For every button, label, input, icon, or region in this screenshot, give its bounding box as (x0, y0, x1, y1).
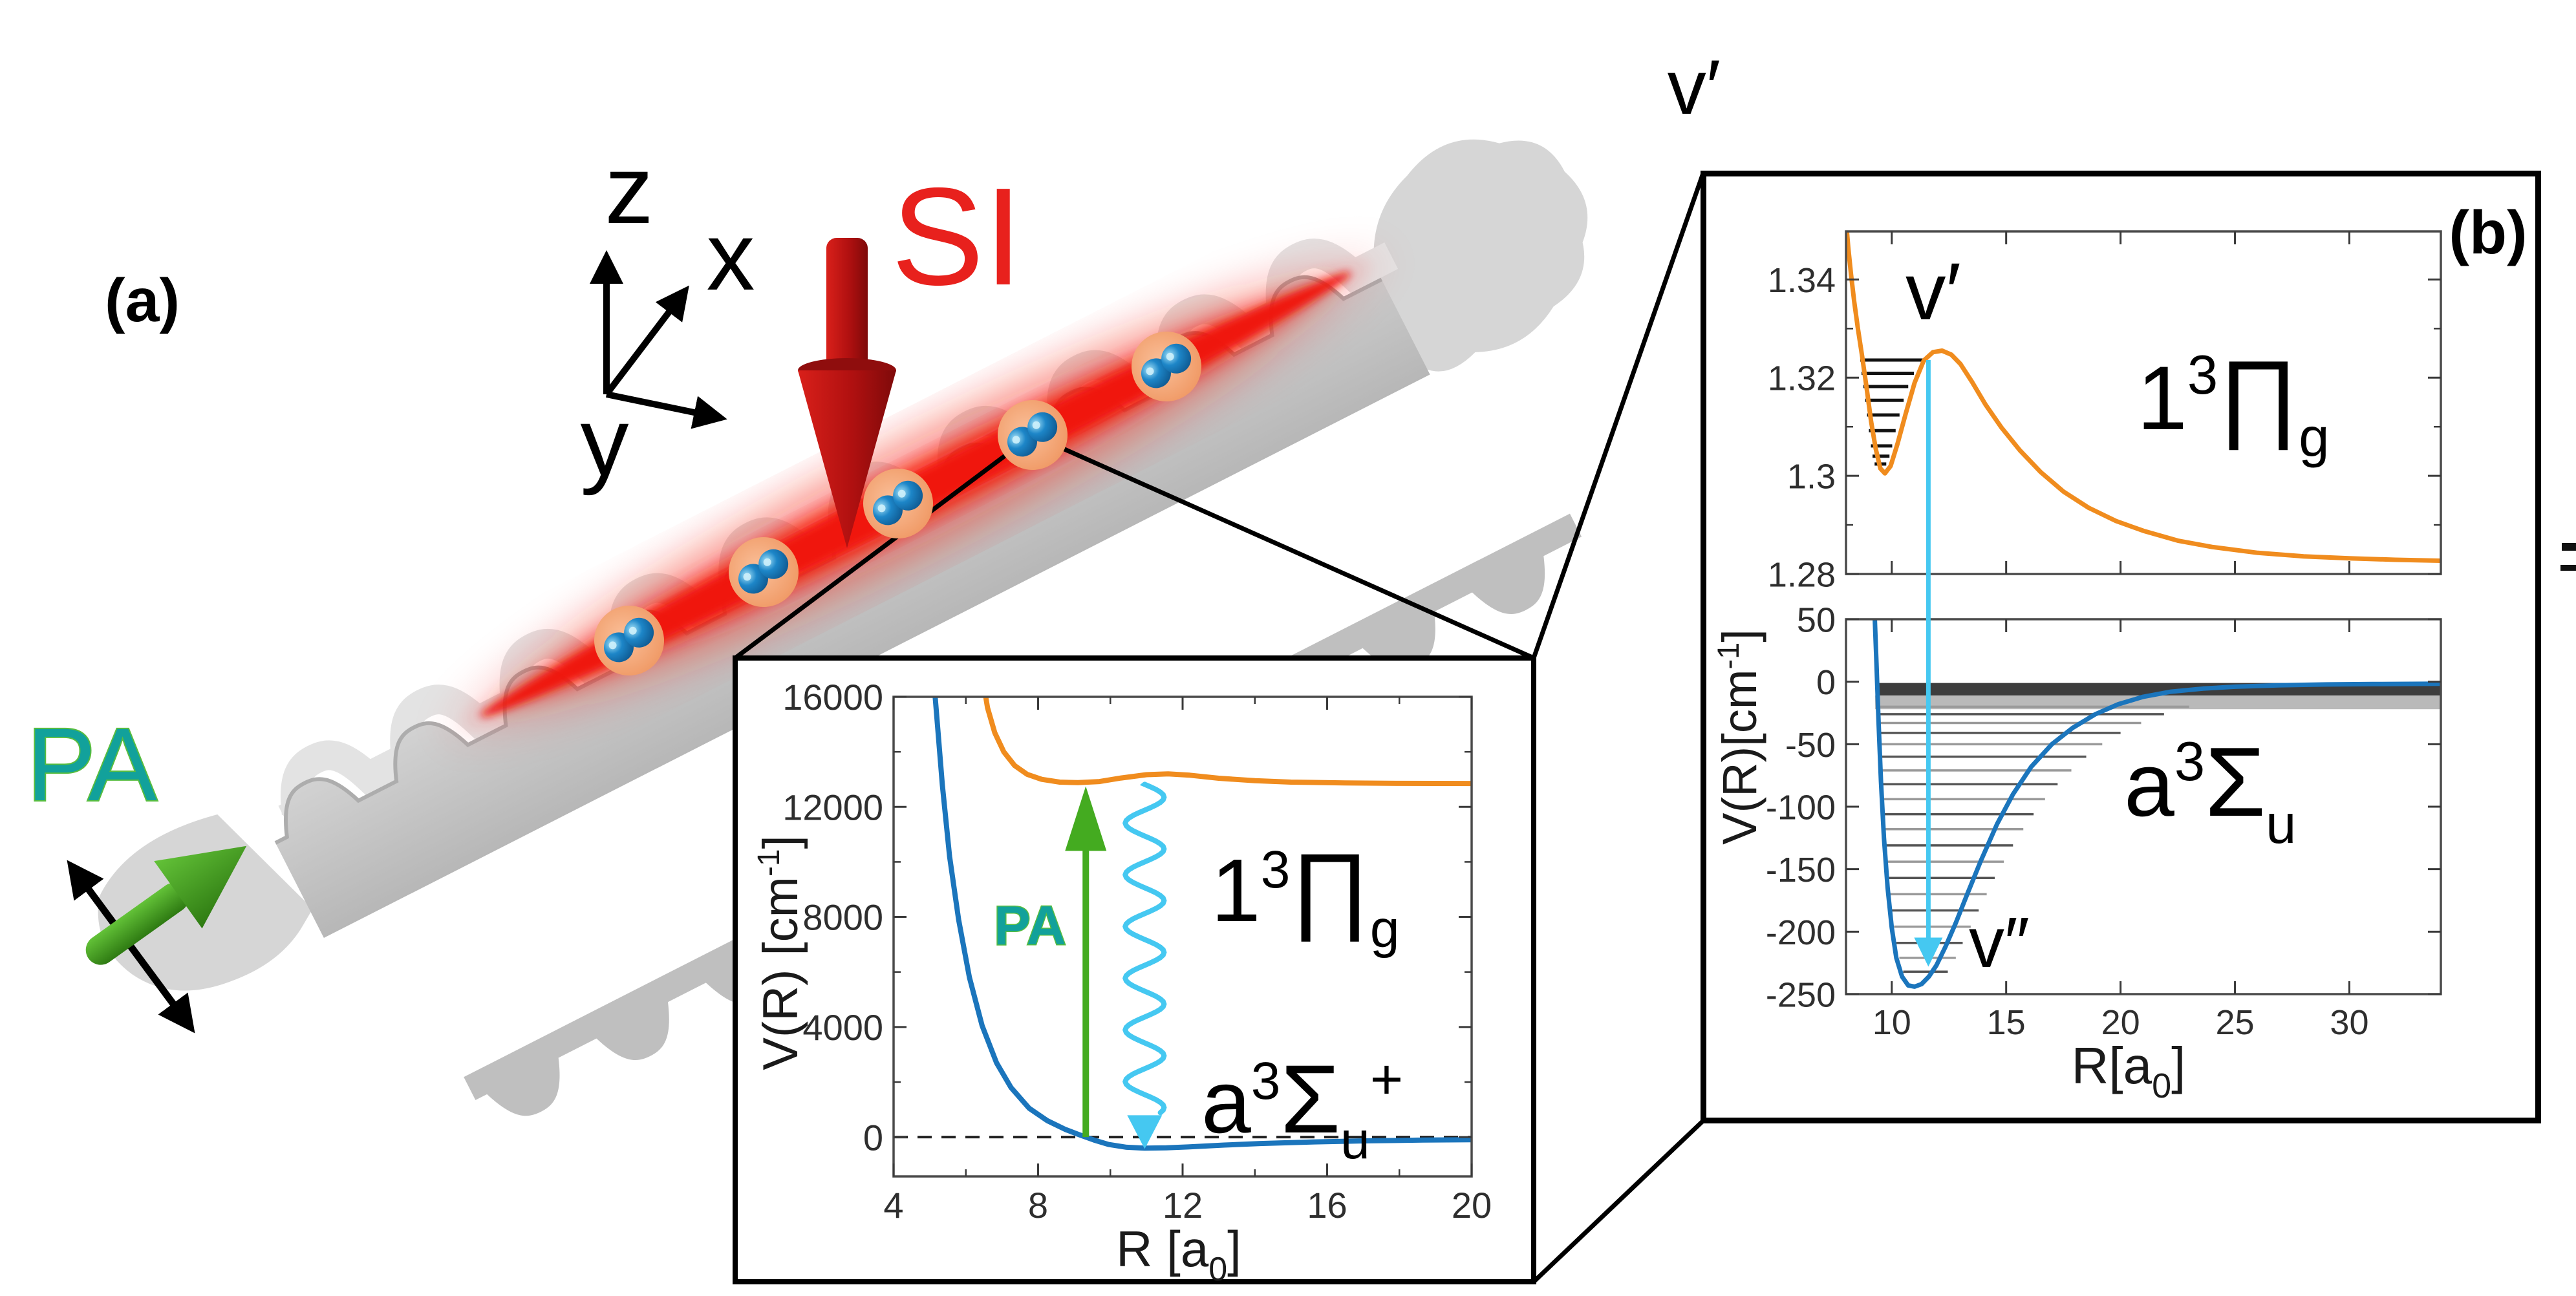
y-tick-label: -200 (1766, 913, 1836, 952)
y-tick-label: 1.34 (1768, 261, 1836, 300)
connector-pair-to-inset-left (733, 433, 1035, 660)
atom-highlight (608, 641, 617, 650)
potential-curve-1_3Pi_g (1846, 231, 2441, 563)
connector-inset-to-panelb-bottom (1532, 1119, 1705, 1284)
atom-pairs (594, 332, 1201, 675)
b-top-state-label: 13∏g (2137, 341, 2330, 469)
atom-pair (594, 606, 664, 675)
connector-pair-to-inset-right (1031, 432, 1535, 661)
inset-x-axis-title: R [a0] (1116, 1220, 1241, 1284)
y-axis-arrow-icon (605, 391, 727, 429)
atom-sphere (624, 617, 654, 648)
connector-inset-to-panelb-top (1531, 172, 1706, 659)
x-tick-label: 16 (1307, 1185, 1347, 1226)
inset-upper-state-label: 13∏g (1211, 833, 1399, 959)
x-tick-label: 30 (2330, 1003, 2368, 1042)
atom-highlight (897, 489, 906, 498)
atom-highlight (628, 626, 637, 635)
atom-highlight (1166, 352, 1174, 361)
y-tick-label: -100 (1766, 788, 1836, 827)
si-label: SI (891, 158, 1022, 314)
potential-curve-1_3Pi_g (983, 697, 1472, 787)
potential-curve-a3Sigma_u_plus (932, 697, 1472, 1151)
curves (1846, 231, 2441, 563)
atom-sphere (893, 480, 923, 511)
panel-b-box: 1.34 1.32 1.3 1.28 10 15 20 25 30 50 0 -50 -100 -150… (1701, 171, 2541, 1123)
y-tick-label: -250 (1766, 975, 1836, 1014)
y-tick-label: 8000 (802, 897, 883, 938)
pa-transition-arrowhead (1065, 786, 1107, 851)
atom-highlight (763, 558, 771, 566)
zoom-connector-lines (733, 172, 1706, 1284)
spontaneous-decay-arrowhead (1127, 1115, 1163, 1149)
spontaneous-decay-wavy-arrow (1122, 781, 1167, 1116)
atom-highlight (877, 504, 886, 513)
x-tick-label: 20 (2101, 1003, 2140, 1042)
y-tick-label: 1.28 (1768, 555, 1836, 594)
pa-polarization-arrow-icon (67, 845, 247, 1034)
atom-sphere (1161, 343, 1192, 374)
z-axis-label: z (605, 135, 654, 244)
inset-lower-state-label: a3Σu+ (1201, 1045, 1403, 1170)
plot-frame (1845, 230, 2442, 575)
y-tick-label: 0 (1816, 663, 1836, 702)
b-y-axis-title: V(R)[cm-1] (1711, 629, 1766, 845)
si-arrow-icon (798, 238, 896, 548)
decay-transition-arrowhead (1914, 937, 1943, 967)
y-tick-label: 4000 (802, 1007, 883, 1048)
b-x-axis-title: R[a0] (2072, 1037, 2186, 1105)
y-axis-label: y (581, 387, 629, 496)
x-tick-label: 20 (1452, 1185, 1492, 1226)
panel-a-label: (a) (105, 266, 180, 335)
y-tick-label: 50 (1797, 600, 1836, 639)
coordinate-axes (590, 250, 727, 429)
curves (932, 697, 1472, 1151)
atom-pair (998, 400, 1068, 470)
inset-y-axis-title: V(R) [cm-1] (752, 835, 808, 1070)
y-tick-label: 1.3 (1787, 458, 1836, 496)
b-bottom-state-label: a3Σu (2124, 727, 2296, 855)
x-axis-label: x (707, 202, 755, 310)
x-tick-label: 10 (1873, 1003, 1911, 1042)
y-tick-label: -50 (1785, 726, 1836, 765)
y-tick-label: -150 (1766, 851, 1836, 889)
atom-sphere (1027, 412, 1058, 442)
b-bottom-v-doubleprime-label: v″ (1969, 903, 2030, 983)
v-prime-outer-label: v′ (1668, 44, 1721, 131)
potential-curve-a3Sigma_u (1873, 619, 2441, 989)
atom-highlight (1032, 421, 1040, 429)
inset-pa-arrow-label: PA (994, 895, 1066, 957)
waveguide-right-end (1373, 139, 1588, 372)
atom-highlight (1146, 367, 1154, 376)
x-tick-label: 8 (1028, 1185, 1048, 1226)
atom-highlight (743, 573, 751, 581)
atom-pair (1132, 332, 1201, 401)
atom-sphere (758, 549, 789, 579)
y-tick-label: 0 (863, 1117, 883, 1158)
atom-pair (863, 469, 933, 538)
y-tick-label: 16000 (782, 677, 883, 717)
atom-pair (729, 537, 799, 607)
x-tick-label: 12 (1163, 1185, 1203, 1226)
panel-b-label: (b) (2449, 198, 2527, 267)
x-tick-label: 25 (2215, 1003, 2254, 1042)
atom-highlight (1012, 436, 1020, 444)
y-tick-label: 12000 (782, 787, 883, 827)
x-tick-label: 4 (883, 1185, 903, 1226)
clipped-edge-glyph (2560, 543, 2576, 571)
curves (1873, 619, 2441, 989)
y-tick-label: 1.32 (1768, 359, 1836, 398)
pa-beam-arrow-icon (85, 845, 247, 965)
x-tick-label: 15 (1987, 1003, 2026, 1042)
x-axis-arrow-icon (604, 285, 689, 397)
pa-label: PA (27, 706, 157, 822)
inset-plot-box: 4 8 12 16 20 0 4000 8000 12000 16000 PA 13∏g a3Σu… (733, 655, 1536, 1284)
b-top-v-prime-label: v′ (1905, 247, 1961, 337)
